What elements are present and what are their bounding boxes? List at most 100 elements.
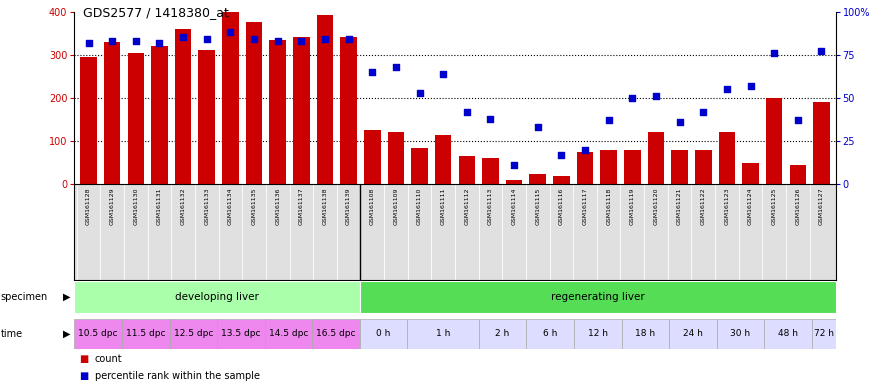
Point	[223, 29, 237, 35]
Text: 2 h: 2 h	[495, 329, 510, 338]
Bar	[151, 46, 168, 184]
Text: 16.5 dpc: 16.5 dpc	[316, 329, 356, 338]
Bar	[671, 150, 688, 184]
Bar	[624, 150, 640, 184]
Text: GSM161114: GSM161114	[512, 187, 516, 225]
Bar	[360, 281, 836, 313]
Bar	[175, 29, 192, 184]
Bar	[482, 158, 499, 184]
Bar	[435, 135, 452, 184]
Text: 10.5 dpc: 10.5 dpc	[79, 329, 118, 338]
Text: 0 h: 0 h	[376, 329, 391, 338]
Text: count: count	[94, 354, 123, 364]
Bar	[577, 152, 593, 184]
Text: GSM161133: GSM161133	[204, 187, 209, 225]
Point	[744, 83, 758, 89]
Bar	[600, 150, 617, 184]
Text: GSM161115: GSM161115	[536, 187, 540, 225]
Text: GSM161125: GSM161125	[772, 187, 777, 225]
Point	[555, 152, 569, 158]
Point	[270, 38, 284, 44]
Text: ■: ■	[79, 371, 88, 381]
Point	[815, 48, 829, 55]
Text: developing liver: developing liver	[175, 292, 259, 302]
Point	[129, 38, 143, 44]
Bar	[789, 165, 806, 184]
Bar	[764, 319, 812, 349]
Text: 48 h: 48 h	[778, 329, 798, 338]
Bar	[170, 319, 217, 349]
Bar	[669, 319, 717, 349]
Text: GSM161126: GSM161126	[795, 187, 801, 225]
Bar	[574, 319, 621, 349]
Text: ▶: ▶	[62, 329, 70, 339]
Bar	[80, 57, 97, 184]
Point	[294, 38, 308, 44]
Text: GSM161109: GSM161109	[394, 187, 398, 225]
Bar	[312, 319, 360, 349]
Text: GSM161127: GSM161127	[819, 187, 824, 225]
Point	[341, 36, 355, 42]
Bar	[766, 98, 782, 184]
Text: GSM161119: GSM161119	[630, 187, 634, 225]
Text: GDS2577 / 1418380_at: GDS2577 / 1418380_at	[83, 6, 229, 19]
Point	[696, 109, 710, 115]
Text: GSM161138: GSM161138	[323, 187, 327, 225]
Text: ■: ■	[79, 354, 88, 364]
Text: GSM161124: GSM161124	[748, 187, 753, 225]
Point	[365, 69, 379, 75]
Point	[176, 34, 190, 40]
Text: time: time	[1, 329, 23, 339]
Bar	[458, 156, 475, 184]
Point	[460, 109, 474, 115]
Point	[649, 93, 663, 99]
Text: GSM161137: GSM161137	[299, 187, 304, 225]
Text: GSM161122: GSM161122	[701, 187, 706, 225]
Text: 24 h: 24 h	[683, 329, 703, 338]
Text: 12 h: 12 h	[588, 329, 608, 338]
Point	[318, 36, 332, 42]
Text: regenerating liver: regenerating liver	[551, 292, 645, 302]
Bar	[408, 319, 479, 349]
Text: GSM161117: GSM161117	[583, 187, 587, 225]
Bar	[122, 319, 170, 349]
Point	[200, 36, 214, 42]
Text: GSM161121: GSM161121	[677, 187, 682, 225]
Text: ▶: ▶	[62, 292, 70, 302]
Bar	[411, 147, 428, 184]
Bar	[217, 319, 265, 349]
Text: GSM161128: GSM161128	[86, 187, 91, 225]
Bar	[506, 180, 522, 184]
Point	[484, 116, 498, 122]
Bar	[717, 319, 764, 349]
Bar	[527, 319, 574, 349]
Text: percentile rank within the sample: percentile rank within the sample	[94, 371, 260, 381]
Text: 11.5 dpc: 11.5 dpc	[126, 329, 165, 338]
Point	[626, 95, 640, 101]
Text: GSM161136: GSM161136	[276, 187, 280, 225]
Text: GSM161135: GSM161135	[251, 187, 256, 225]
Point	[388, 64, 402, 70]
Bar	[293, 37, 310, 184]
Bar	[222, 12, 239, 184]
Text: GSM161132: GSM161132	[180, 187, 186, 225]
Text: GSM161120: GSM161120	[654, 187, 659, 225]
Text: GSM161116: GSM161116	[559, 187, 564, 225]
Text: GSM161130: GSM161130	[133, 187, 138, 225]
Text: GSM161129: GSM161129	[109, 187, 115, 225]
Point	[767, 50, 781, 56]
Bar	[648, 132, 664, 184]
Point	[247, 36, 261, 42]
Point	[81, 40, 95, 46]
Text: GSM161111: GSM161111	[441, 187, 445, 225]
Point	[602, 118, 616, 124]
Text: 13.5 dpc: 13.5 dpc	[221, 329, 261, 338]
Text: GSM161134: GSM161134	[228, 187, 233, 225]
Point	[507, 162, 522, 168]
Text: GSM161131: GSM161131	[157, 187, 162, 225]
Text: specimen: specimen	[1, 292, 48, 302]
Text: 30 h: 30 h	[731, 329, 751, 338]
Bar	[742, 163, 759, 184]
Text: 6 h: 6 h	[543, 329, 557, 338]
Text: GSM161139: GSM161139	[346, 187, 351, 225]
